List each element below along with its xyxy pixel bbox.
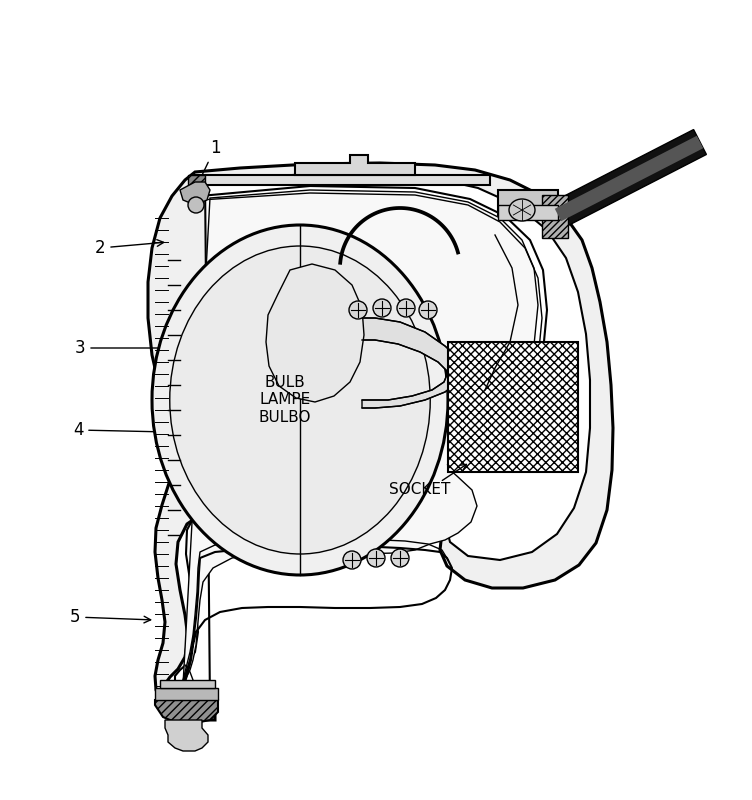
Circle shape xyxy=(188,197,204,213)
Text: SOCKET: SOCKET xyxy=(390,482,450,498)
Circle shape xyxy=(391,549,409,567)
Circle shape xyxy=(349,301,367,319)
Polygon shape xyxy=(148,163,613,720)
Polygon shape xyxy=(180,182,210,205)
Ellipse shape xyxy=(509,199,535,221)
Polygon shape xyxy=(362,318,462,408)
Circle shape xyxy=(343,551,361,569)
Text: 3: 3 xyxy=(74,339,165,357)
Text: BULB
LAMPE
BULBO: BULB LAMPE BULBO xyxy=(259,375,311,425)
Polygon shape xyxy=(555,136,703,222)
Polygon shape xyxy=(183,190,538,685)
Circle shape xyxy=(373,299,391,317)
Text: 4: 4 xyxy=(73,421,164,439)
Text: 2: 2 xyxy=(95,239,164,257)
Polygon shape xyxy=(160,680,215,688)
Ellipse shape xyxy=(170,246,430,554)
Polygon shape xyxy=(295,155,415,175)
Circle shape xyxy=(419,301,437,319)
Ellipse shape xyxy=(152,225,448,575)
Polygon shape xyxy=(195,175,490,185)
Circle shape xyxy=(367,549,385,567)
Text: 5: 5 xyxy=(70,608,150,626)
Polygon shape xyxy=(266,264,364,402)
Polygon shape xyxy=(155,688,218,700)
Polygon shape xyxy=(542,195,568,238)
Text: 1: 1 xyxy=(197,139,220,186)
Polygon shape xyxy=(498,190,558,215)
Bar xyxy=(448,342,578,472)
Polygon shape xyxy=(188,175,205,200)
Polygon shape xyxy=(552,130,706,227)
Polygon shape xyxy=(165,720,208,751)
Polygon shape xyxy=(175,174,590,705)
Polygon shape xyxy=(498,205,558,220)
Circle shape xyxy=(397,299,415,317)
Polygon shape xyxy=(155,700,218,723)
